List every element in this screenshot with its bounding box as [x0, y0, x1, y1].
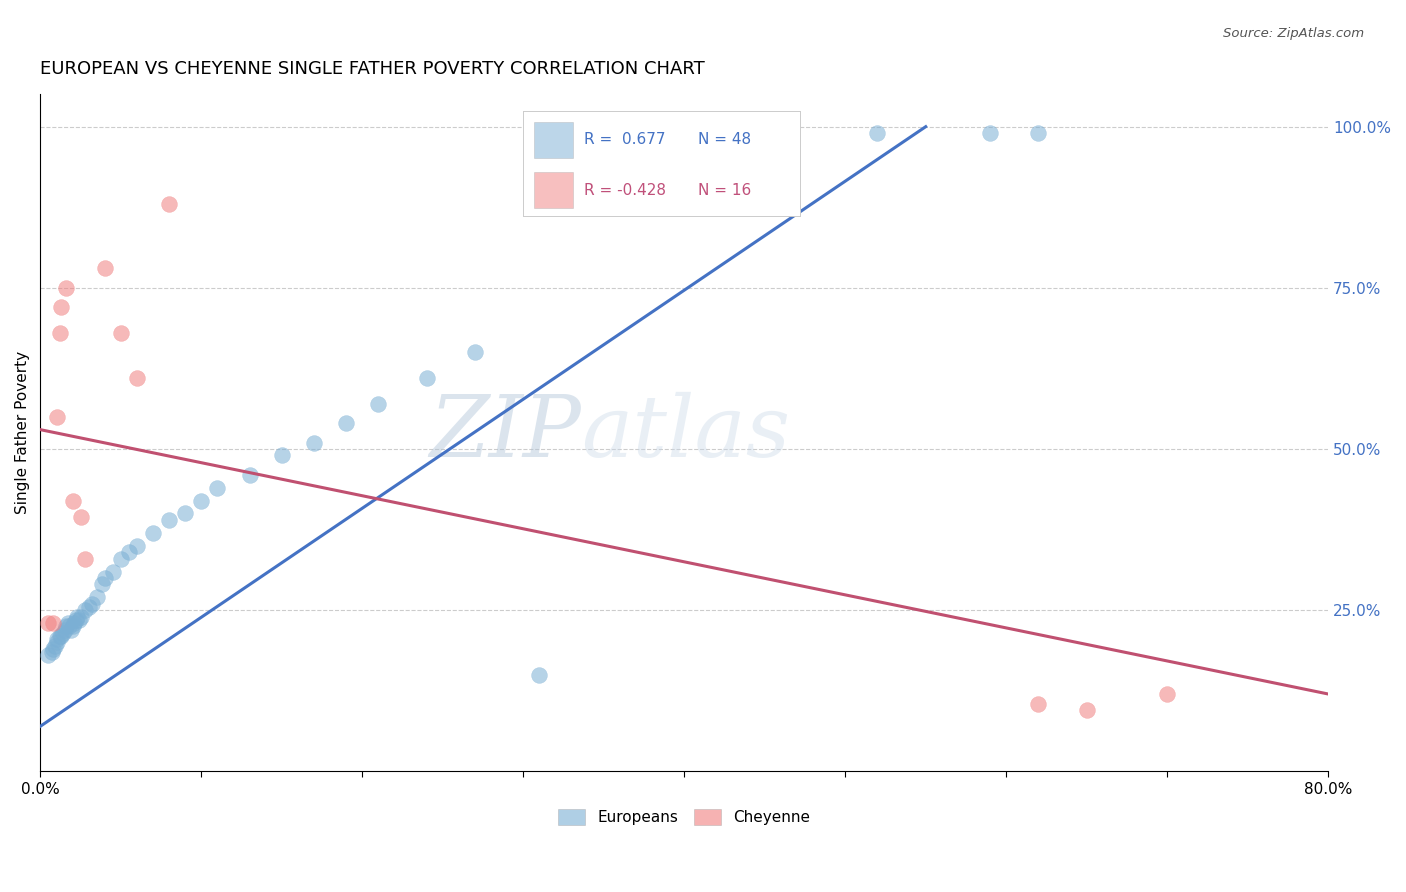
- Point: [58, 619, 80, 633]
- Point: [207, 481, 229, 495]
- Point: [529, 667, 551, 681]
- Point: [1028, 126, 1050, 140]
- Point: [125, 539, 148, 553]
- Point: [67, 613, 90, 627]
- Point: [270, 449, 292, 463]
- Point: [94, 261, 117, 276]
- Point: [1156, 687, 1178, 701]
- Point: [62, 619, 84, 633]
- Text: Source: ZipAtlas.com: Source: ZipAtlas.com: [1223, 27, 1364, 40]
- Point: [69, 509, 91, 524]
- Point: [464, 345, 486, 359]
- Point: [125, 371, 148, 385]
- Point: [55, 281, 77, 295]
- Text: EUROPEAN VS CHEYENNE SINGLE FATHER POVERTY CORRELATION CHART: EUROPEAN VS CHEYENNE SINGLE FATHER POVER…: [41, 60, 706, 78]
- Point: [142, 525, 165, 540]
- Point: [37, 616, 59, 631]
- Point: [62, 493, 84, 508]
- Point: [65, 613, 87, 627]
- Point: [45, 409, 67, 424]
- Text: atlas: atlas: [581, 392, 790, 475]
- Point: [118, 545, 141, 559]
- Point: [48, 326, 70, 340]
- Point: [157, 197, 180, 211]
- Point: [52, 625, 75, 640]
- Point: [45, 632, 67, 647]
- Point: [157, 513, 180, 527]
- Point: [416, 371, 439, 385]
- Point: [41, 645, 63, 659]
- Point: [979, 126, 1001, 140]
- Point: [302, 435, 325, 450]
- Point: [367, 397, 389, 411]
- Point: [75, 551, 97, 566]
- Point: [86, 591, 108, 605]
- Text: ZIP: ZIP: [429, 392, 581, 475]
- Point: [44, 639, 66, 653]
- Point: [90, 577, 112, 591]
- Legend: Europeans, Cheyenne: Europeans, Cheyenne: [553, 803, 817, 831]
- Point: [239, 467, 262, 482]
- Point: [706, 126, 728, 140]
- Point: [51, 629, 73, 643]
- Y-axis label: Single Father Poverty: Single Father Poverty: [15, 351, 30, 515]
- Point: [42, 616, 65, 631]
- Point: [48, 629, 70, 643]
- Point: [77, 599, 100, 614]
- Point: [1028, 697, 1050, 711]
- Point: [80, 597, 103, 611]
- Point: [75, 603, 97, 617]
- Point: [53, 623, 76, 637]
- Point: [335, 416, 357, 430]
- Point: [66, 609, 89, 624]
- Point: [55, 619, 77, 633]
- Point: [37, 648, 59, 663]
- Point: [190, 493, 212, 508]
- Point: [110, 326, 132, 340]
- Point: [45, 635, 67, 649]
- Point: [110, 551, 132, 566]
- Point: [592, 126, 614, 140]
- Point: [63, 616, 86, 631]
- Point: [51, 300, 73, 314]
- Point: [42, 641, 65, 656]
- Point: [174, 507, 197, 521]
- Point: [69, 609, 91, 624]
- Point: [866, 126, 889, 140]
- Point: [101, 565, 124, 579]
- Point: [1076, 703, 1098, 717]
- Point: [56, 616, 79, 631]
- Point: [94, 571, 117, 585]
- Point: [59, 623, 82, 637]
